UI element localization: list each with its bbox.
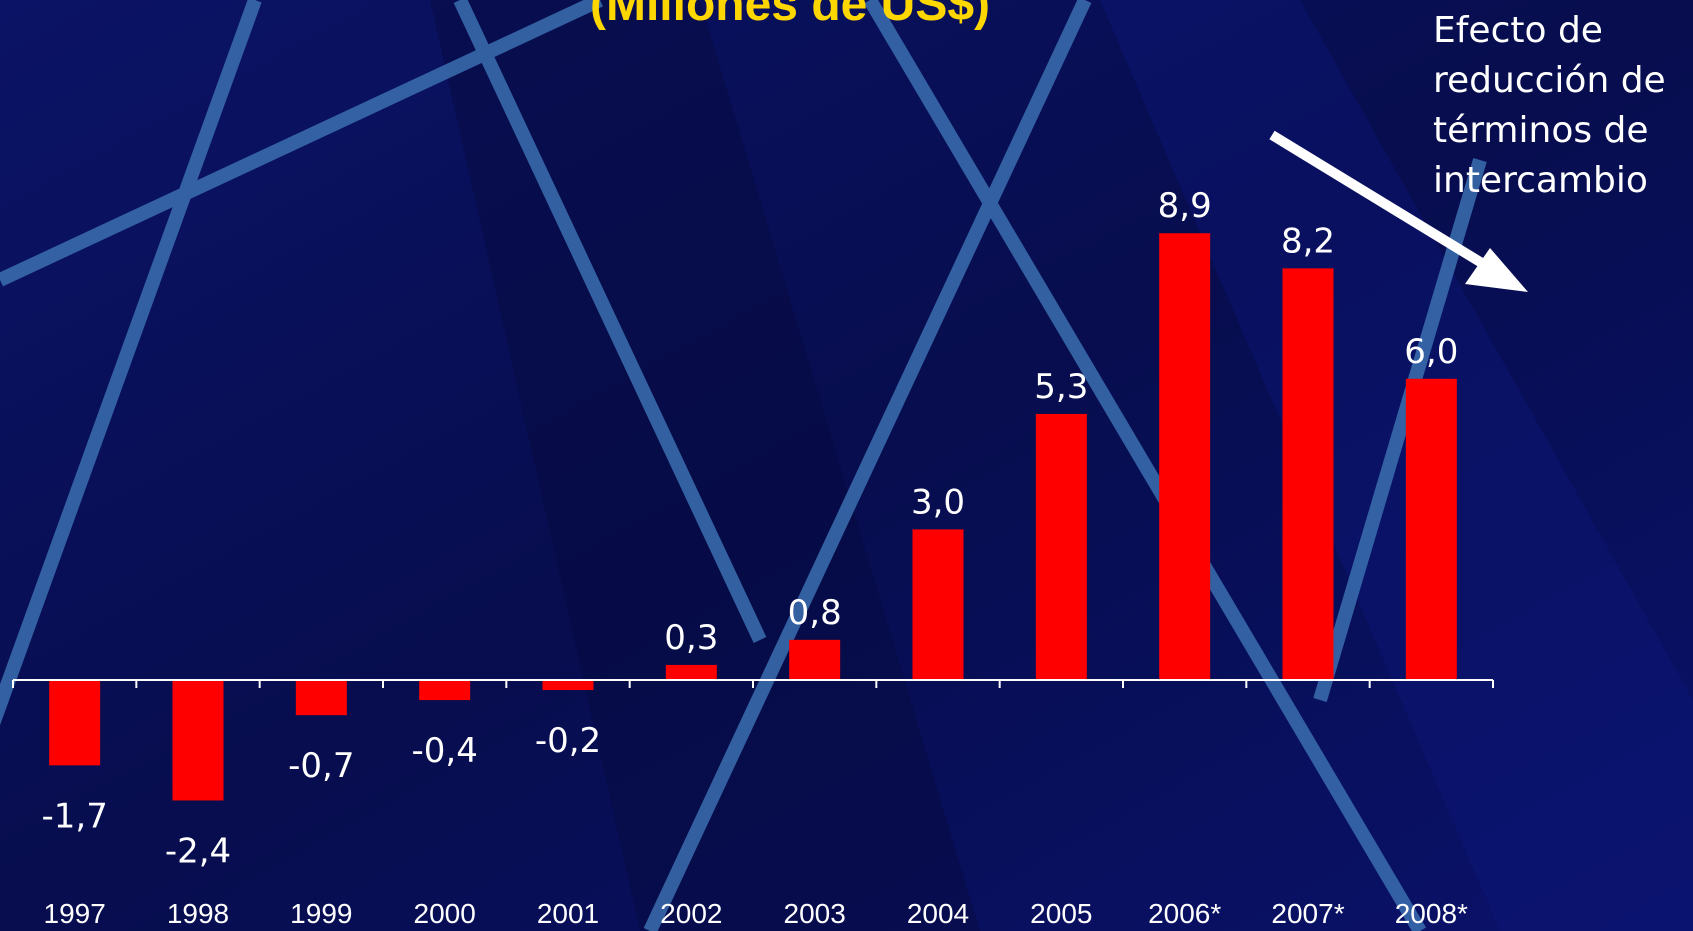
x-tick-label: 2008* [1395, 898, 1468, 929]
x-tick-label: 2007* [1271, 898, 1344, 929]
annotation: Efecto de [1433, 10, 1603, 51]
bar [1283, 268, 1334, 680]
x-tick-label: 2006* [1148, 898, 1221, 929]
value-label: -0,2 [535, 721, 601, 761]
bar [1036, 414, 1087, 680]
page: (Millones de US$) Efecto de reducción de t… [0, 0, 1693, 931]
bar [543, 680, 594, 690]
value-label: 3,0 [911, 482, 965, 522]
x-tick-label: 2002 [660, 898, 722, 929]
bar [913, 529, 964, 680]
x-tick-label: 1999 [290, 898, 352, 929]
x-tick-label: 2003 [784, 898, 846, 929]
x-tick-label: 2000 [414, 898, 476, 929]
value-label: -0,7 [288, 746, 354, 786]
bar [1406, 379, 1457, 680]
value-label: -0,4 [411, 731, 477, 771]
value-label: 5,3 [1034, 367, 1088, 407]
bar [419, 680, 470, 700]
annotation: intercambio [1433, 160, 1648, 201]
bar [49, 680, 100, 765]
annotation: términos de [1433, 110, 1649, 151]
value-label: 8,2 [1281, 221, 1335, 261]
x-tick-label: 1998 [167, 898, 229, 929]
bar [1159, 233, 1210, 680]
annotation: reducción de [1433, 60, 1666, 101]
value-label: 8,9 [1158, 186, 1212, 226]
bar [789, 640, 840, 680]
value-label: 6,0 [1404, 332, 1458, 372]
bar [173, 680, 224, 800]
x-tick-label: 2001 [537, 898, 599, 929]
x-tick-label: 2005 [1030, 898, 1092, 929]
value-label: 0,3 [664, 618, 718, 658]
x-tick-label: 2004 [907, 898, 969, 929]
bar [666, 665, 717, 680]
value-label: 0,8 [788, 593, 842, 633]
x-tick-label: 1997 [44, 898, 106, 929]
value-label: -1,7 [41, 796, 107, 836]
value-label: -2,4 [165, 831, 231, 871]
bar [296, 680, 347, 715]
chart-title: (Millones de US$) [590, 0, 990, 31]
chart: (Millones de US$) Efecto de reducción de t… [0, 0, 1693, 931]
